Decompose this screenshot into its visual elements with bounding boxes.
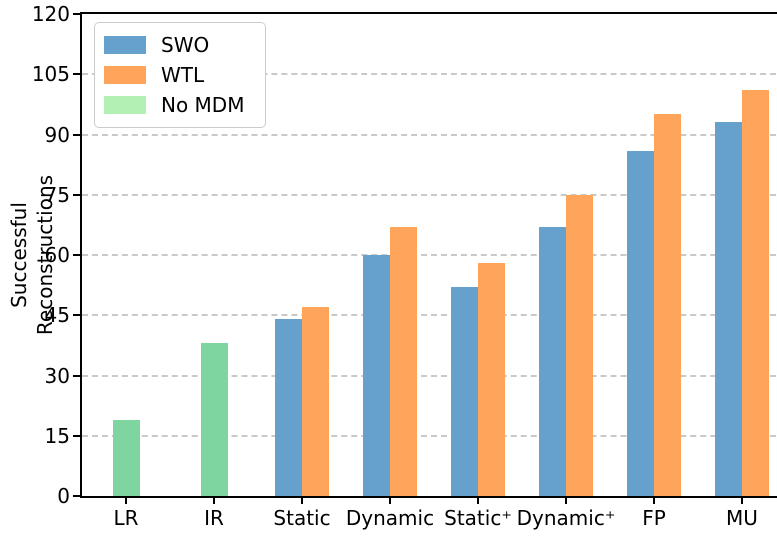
legend-swatch-no-mdm <box>104 96 146 114</box>
gridline-45 <box>82 314 777 317</box>
y-tick-mark <box>73 73 80 76</box>
x-tick-mark <box>565 498 567 504</box>
axis-spine-left <box>80 12 82 498</box>
gridline-90 <box>82 133 777 136</box>
legend-swatch-wtl <box>104 66 146 84</box>
bar-no-mdm-lr <box>112 419 140 496</box>
axis-spine-top <box>80 12 777 14</box>
y-tick-mark <box>73 193 80 196</box>
x-tick-label-fp: FP <box>642 506 666 530</box>
y-tick-label: 60 <box>44 243 70 267</box>
x-tick-label-lr: LR <box>113 506 139 530</box>
bar-wtl-fp <box>654 114 681 496</box>
bar-wtl-dynamic <box>566 194 593 496</box>
x-tick-mark <box>213 498 215 504</box>
bar-swo-dynamic <box>539 226 566 496</box>
legend-item-wtl: WTL <box>104 60 265 90</box>
y-tick-mark <box>73 13 80 15</box>
legend-label: No MDM <box>161 93 245 117</box>
gridline-30 <box>82 374 777 377</box>
x-tick-label-static: Static⁺ <box>444 506 512 530</box>
x-tick-label-ir: IR <box>204 506 224 530</box>
bar-swo-dynamic <box>363 255 390 496</box>
x-tick-mark <box>741 498 743 504</box>
y-tick-mark <box>73 495 80 497</box>
y-tick-mark <box>73 314 80 317</box>
legend-label: SWO <box>161 33 210 57</box>
y-tick-mark <box>73 254 80 256</box>
y-tick-mark <box>73 434 80 437</box>
legend-label: WTL <box>161 63 205 87</box>
legend-item-swo: SWO <box>104 30 265 60</box>
gridline-105 <box>82 73 777 76</box>
legend: SWO WTL No MDM <box>94 22 266 128</box>
x-tick-mark <box>477 498 479 504</box>
y-tick-label: 120 <box>31 2 70 26</box>
bar-wtl-static <box>302 307 329 496</box>
bar-wtl-mu <box>742 90 769 496</box>
bar-swo-mu <box>715 122 742 496</box>
bar-swo-fp <box>627 150 654 496</box>
plot-area <box>82 14 777 496</box>
x-tick-mark <box>389 498 391 504</box>
y-tick-label: 75 <box>44 182 70 207</box>
y-tick-label: 45 <box>44 303 70 328</box>
bar-swo-static <box>275 319 302 496</box>
bar-no-mdm-ir <box>200 343 228 496</box>
bar-wtl-static <box>478 263 505 496</box>
x-tick-mark <box>301 498 303 504</box>
x-tick-mark <box>125 498 127 504</box>
x-tick-label-mu: MU <box>726 506 758 530</box>
bar-swo-static <box>451 287 478 496</box>
axis-spine-bottom <box>80 496 777 498</box>
x-tick-mark <box>653 498 655 504</box>
x-tick-label-dynamic: Dynamic <box>345 506 435 530</box>
y-tick-label: 30 <box>44 363 70 388</box>
x-tick-label-static: Static <box>273 506 331 530</box>
gridline-15 <box>82 434 777 437</box>
legend-swatch-swo <box>104 36 146 54</box>
bar-wtl-dynamic <box>390 226 417 496</box>
legend-item-no-mdm: No MDM <box>104 90 265 120</box>
y-tick-mark <box>73 133 80 136</box>
y-tick-label: 15 <box>44 423 70 448</box>
y-tick-label: 0 <box>57 484 70 508</box>
y-tick-label: 105 <box>31 62 70 87</box>
y-tick-mark <box>73 374 80 377</box>
gridline-75 <box>82 193 777 196</box>
gridline-60 <box>82 254 777 256</box>
y-tick-label: 90 <box>44 122 70 147</box>
x-tick-label-dynamic: Dynamic⁺ <box>516 506 616 530</box>
